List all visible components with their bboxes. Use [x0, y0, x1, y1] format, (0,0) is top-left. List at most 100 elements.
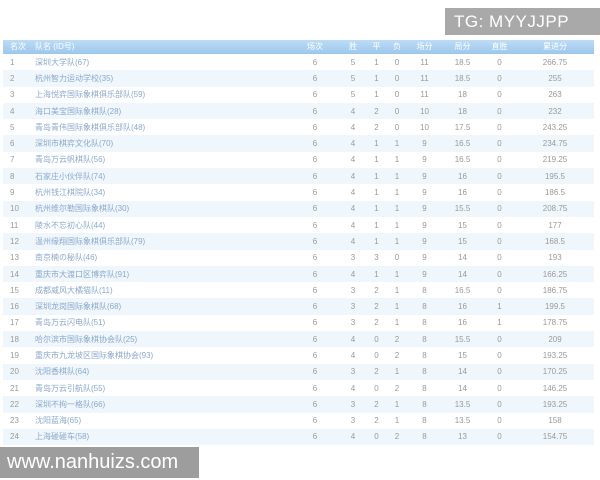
cell-cumulative: 243.25 [542, 122, 568, 132]
cell-rank: 3 [10, 90, 15, 100]
cell-played: 6 [312, 73, 318, 83]
cell-game_points: 16.5 [454, 285, 471, 295]
cell-match_points: 9 [422, 253, 427, 263]
team-name-link[interactable]: 南京楠の秘队(46) [35, 253, 98, 263]
cell-rank: 14 [10, 269, 19, 279]
cell-tiebreak: 0 [497, 220, 502, 230]
cell-loss: 1 [394, 171, 400, 181]
cell-game_points: 13 [458, 432, 467, 442]
team-name-link[interactable]: 杭州钱江棋院队(34) [35, 188, 106, 198]
cell-draw: 1 [374, 188, 379, 198]
cell-loss: 1 [394, 285, 400, 295]
team-name-link[interactable]: 成都威风大橘猫队(11) [35, 285, 113, 295]
cell-rank: 4 [10, 106, 15, 116]
cell-tiebreak: 0 [497, 350, 502, 360]
cell-win: 4 [350, 220, 356, 230]
column-header-game_points: 局分 [454, 42, 471, 51]
team-name-link[interactable]: 深圳市棋弈文化队(70) [35, 139, 114, 149]
cell-match_points: 9 [422, 220, 427, 230]
cell-rank: 22 [10, 399, 19, 409]
cell-win: 4 [350, 171, 356, 181]
cell-win: 4 [350, 383, 356, 393]
team-name-link[interactable]: 重庆市九龙坡区国际象棋协会(93) [35, 350, 154, 360]
team-name-link[interactable]: 温州缘翔国际象棋俱乐部队(79) [35, 236, 146, 246]
cell-match_points: 9 [422, 155, 427, 165]
cell-game_points: 18 [458, 90, 467, 100]
cell-cumulative: 186.5 [544, 188, 566, 198]
cell-rank: 5 [10, 122, 15, 132]
cell-played: 6 [312, 350, 318, 360]
cell-played: 6 [312, 399, 318, 409]
cell-played: 6 [312, 383, 318, 393]
cell-tiebreak: 0 [497, 236, 502, 246]
table-row: 5 青岛青伟国际象棋俱乐部队(48) 6 4 2 0 10 17.5 0 243.25 [3, 119, 594, 136]
team-name-link[interactable]: 杭州维尔勒国际象棋队(30) [35, 204, 130, 214]
team-name-link[interactable]: 石家庄小伙伴队(74) [35, 171, 106, 181]
cell-game_points: 18.5 [454, 57, 471, 67]
team-name-link[interactable]: 青岛万云帆棋队(56) [35, 155, 106, 165]
cell-loss: 1 [394, 204, 400, 214]
table-row: 3 上海悦弈国际象棋俱乐部队(59) 6 5 1 0 11 18 0 263 [3, 86, 594, 103]
cell-draw: 1 [374, 57, 379, 67]
team-name-link[interactable]: 海口美宝国际象棋队(28) [35, 106, 122, 116]
cell-rank: 12 [10, 236, 19, 246]
cell-match_points: 9 [422, 188, 427, 198]
cell-game_points: 13.5 [454, 416, 471, 426]
cell-cumulative: 146.25 [542, 383, 568, 393]
cell-win: 4 [350, 269, 356, 279]
column-header-played: 场次 [307, 42, 323, 51]
column-header-win: 胜 [349, 42, 357, 51]
table-row: 24 上海碰碰车(58) 6 4 0 2 8 13 0 154.75 [3, 428, 594, 446]
team-name-link[interactable]: 深圳不拘一格队(66) [35, 399, 106, 409]
cell-loss: 0 [394, 122, 400, 132]
cell-match_points: 11 [420, 90, 429, 100]
table-row: 23 沈阳蓝海(65) 6 3 2 1 8 13.5 0 158 [3, 412, 594, 429]
table-row: 10 杭州维尔勒国际象棋队(30) 6 4 1 1 9 15.5 0 208.75 [3, 200, 594, 217]
cell-win: 3 [350, 302, 356, 312]
cell-draw: 0 [374, 383, 379, 393]
cell-tiebreak: 0 [497, 171, 502, 181]
team-name-link[interactable]: 沈阳香棋队(64) [35, 367, 90, 377]
team-name-link[interactable]: 深圳大学队(67) [35, 57, 90, 67]
cell-loss: 1 [394, 269, 400, 279]
cell-match_points: 8 [422, 334, 427, 344]
cell-played: 6 [312, 253, 318, 263]
team-name-link[interactable]: 重庆市大渡口区博弈队(91) [35, 269, 130, 279]
team-name-link[interactable]: 深圳龙岗国际象棋队(68) [35, 302, 122, 312]
cell-loss: 0 [394, 57, 400, 67]
cell-tiebreak: 0 [497, 334, 502, 344]
team-name-link[interactable]: 青岛万云引航队(55) [35, 383, 106, 393]
cell-draw: 3 [374, 253, 379, 263]
cell-draw: 2 [374, 367, 379, 377]
table-header: 名次 队名 (ID号) 场次 胜 平 负 场分 局分 直胜 累进分 [3, 40, 594, 54]
table-row: 19 重庆市九龙坡区国际象棋协会(93) 6 4 0 2 8 15 0 193.25 [3, 347, 594, 364]
team-name-link[interactable]: 上海悦弈国际象棋俱乐部队(59) [35, 90, 146, 100]
cell-game_points: 16 [458, 302, 467, 312]
table-row: 11 陵水不忘初心队(44) 6 4 1 1 9 15 0 177 [3, 216, 594, 234]
cell-win: 3 [350, 399, 356, 409]
standings-table: 名次 队名 (ID号) 场次胜平负场分 局分 直胜 累进分 1 深圳大学队(67) 6 5 1 0 1… [3, 40, 594, 446]
cell-tiebreak: 0 [497, 416, 502, 426]
team-name-link[interactable]: 青岛青伟国际象棋俱乐部队(48) [35, 122, 146, 132]
cell-loss: 1 [394, 139, 400, 149]
team-name-link[interactable]: 陵水不忘初心队(44) [35, 220, 106, 230]
cell-draw: 1 [374, 155, 379, 165]
cell-game_points: 17.5 [454, 122, 471, 132]
cell-cumulative: 263 [548, 90, 562, 100]
team-name-link[interactable]: 杭州智力运动学校(35) [35, 73, 114, 83]
table-row: 8 石家庄小伙伴队(74) 6 4 1 1 9 16 0 195.5 [3, 168, 594, 185]
team-name-link[interactable]: 上海碰碰车(58) [35, 432, 90, 442]
cell-game_points: 16 [458, 318, 467, 328]
team-name-link[interactable]: 哈尔滨市国际象棋协会队(25) [35, 334, 138, 344]
cell-cumulative: 193.25 [542, 350, 568, 360]
team-name-link[interactable]: 青岛万云闪电队(51) [35, 318, 106, 328]
cell-played: 6 [312, 334, 318, 344]
cell-cumulative: 166.25 [542, 269, 568, 279]
cell-cumulative: 266.75 [542, 57, 568, 67]
cell-win: 4 [350, 350, 356, 360]
team-name-link[interactable]: 沈阳蓝海(65) [35, 416, 82, 426]
cell-cumulative: 168.5 [544, 236, 566, 246]
cell-played: 6 [312, 236, 318, 246]
cell-loss: 2 [394, 383, 400, 393]
cell-win: 4 [350, 432, 356, 442]
